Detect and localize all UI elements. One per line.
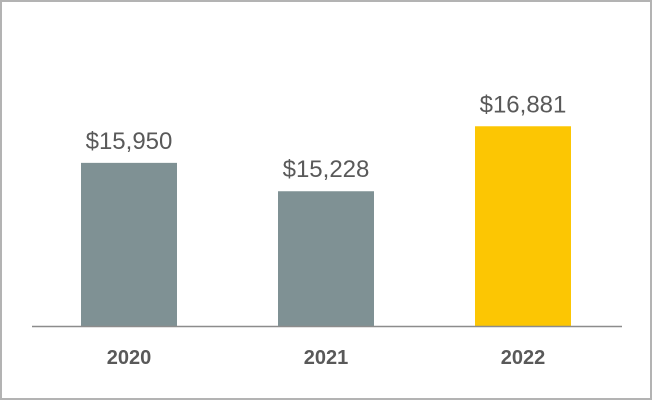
data-label-2021: $15,228 <box>283 156 370 183</box>
x-tick-label-2021: 2021 <box>304 347 349 369</box>
x-tick-label-2020: 2020 <box>107 347 152 369</box>
data-label-2022: $16,881 <box>480 91 567 118</box>
bar-2022 <box>475 126 571 327</box>
bar-2020 <box>81 162 177 326</box>
bar-2021 <box>278 191 374 326</box>
data-label-2020: $15,950 <box>86 128 173 155</box>
x-tick-label-2022: 2022 <box>501 347 546 369</box>
